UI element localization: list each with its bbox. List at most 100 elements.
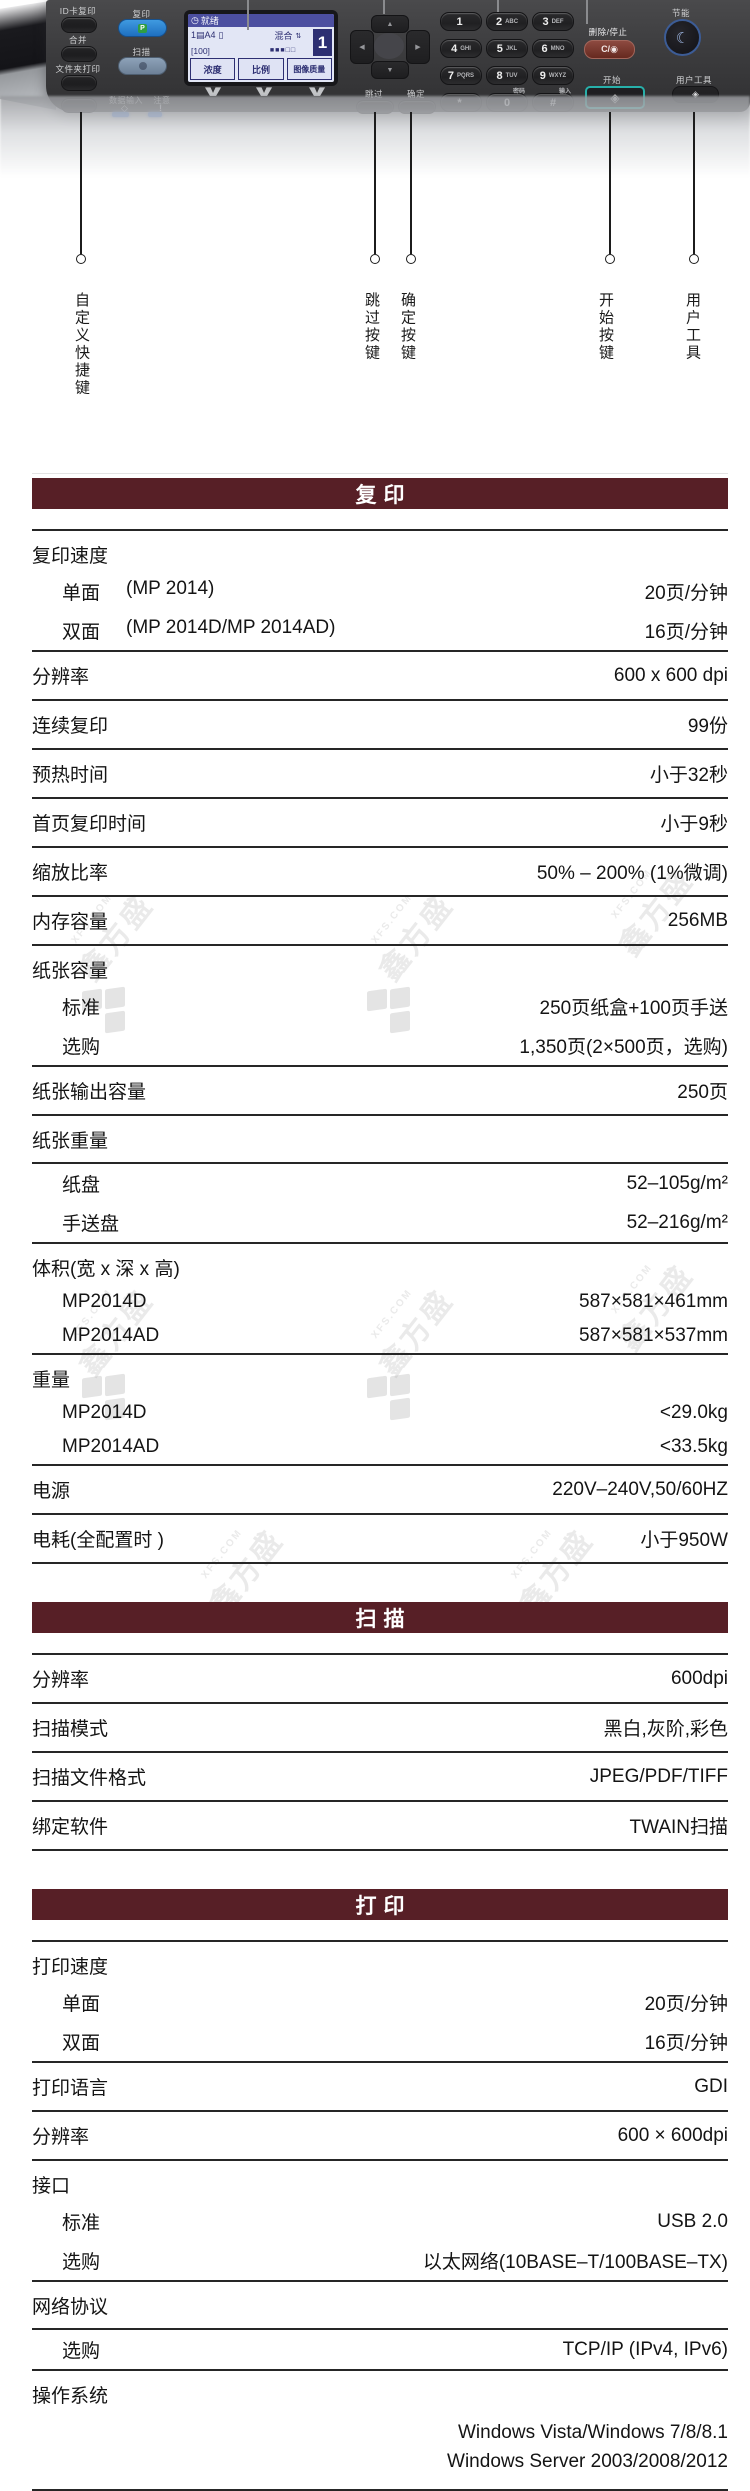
keypad-key-digit: 9: [539, 69, 546, 82]
spec-label: 绑定软件: [32, 1812, 134, 1839]
spec-label: 重量: [32, 1365, 96, 1392]
callout-stub: [383, 0, 385, 14]
spec-row: 预热时间 小于32秒: [32, 750, 728, 799]
spec-value: 250页: [677, 1082, 728, 1103]
spec-label-text: 选购: [62, 1037, 101, 1058]
spec-label: 内存容量: [32, 907, 134, 934]
spec-label-text: 首页复印时间: [32, 814, 147, 835]
spec-row: 纸盘 52–105g/m²: [32, 1164, 728, 1203]
spec-row: MP2014AD 587×581×537mm: [32, 1319, 728, 1355]
spec-row: 单面 (MP 2014) 20页/分钟: [32, 572, 728, 611]
section-title-bar: 扫描: [32, 1602, 728, 1633]
spec-row: 纸张重量: [32, 1116, 728, 1164]
spec-row: 扫描模式 黑白,灰阶,彩色: [32, 1704, 728, 1753]
lcd-status-text: 就绪: [200, 16, 219, 26]
spec-value: 16页/分钟: [644, 2033, 728, 2054]
spec-label-note: (MP 2014): [126, 578, 215, 599]
spec-label-text: MP2014AD: [62, 1436, 160, 1457]
spec-row: 分辨率 600 × 600dpi: [32, 2112, 728, 2161]
spec-label: 扫描文件格式: [32, 1763, 172, 1790]
callout-line: [374, 112, 376, 254]
keypad-key: 9 WXYZ: [532, 66, 574, 85]
callout-stub: [247, 0, 249, 30]
shortcut-button: [61, 46, 97, 62]
callout-line: [410, 112, 412, 254]
spec-value: 50% – 200% (1%微调): [536, 863, 728, 884]
spec-value: 600 × 600dpi: [617, 2124, 728, 2146]
lcd-softkeys: 浓度 比例 图像质量: [188, 57, 334, 82]
spec-value: 小于32秒: [649, 765, 728, 786]
spec-value: <33.5kg: [659, 1436, 728, 1457]
spec-row: MP2014AD <33.5kg: [32, 1430, 728, 1466]
callout-dot: [605, 254, 615, 264]
copy-button-label: 复印: [132, 9, 151, 19]
spec-row: 复印速度: [32, 531, 728, 572]
keypad-key-letters: WXYZ: [548, 72, 567, 79]
callout-label: 自定义快捷键: [73, 292, 90, 397]
spec-row: 打印速度: [32, 1942, 728, 1983]
lcd-paper-status: 1▤A4: [191, 30, 216, 40]
spec-row: 手送盘 52–216g/m²: [32, 1203, 728, 1244]
keypad-key-letters: MNO: [550, 45, 565, 52]
user-tools-label: 用户工具: [675, 75, 712, 85]
spec-label: 复印速度: [32, 541, 134, 568]
spec-value: 20页/分钟: [644, 583, 728, 604]
keypad-key-letters: JKL: [505, 45, 518, 52]
spec-value: TCP/IP (IPv4, IPv6): [562, 2338, 728, 2360]
spec-value: 220V–240V,50/60HZ: [552, 1478, 728, 1500]
spec-label-text: 预热时间: [32, 765, 109, 786]
spec-section: 扫描 分辨率 600dpi 扫描模式 黑白,灰阶,彩色 扫描文件格式 JPEG/…: [32, 1602, 728, 1851]
scan-button-label: 扫描: [132, 47, 151, 57]
spec-label: 分辨率: [32, 2122, 115, 2149]
spec-label-text: 纸张重量: [32, 1131, 109, 1152]
spec-rows: 复印速度 单面 (MP 2014) 20页/分钟 双面 (MP 2014D/MP…: [32, 529, 728, 1564]
lcd-paper-icon: ▯: [218, 30, 224, 40]
spec-section: 打印 打印速度 单面 20页/分钟 双面 16页/分钟 打印语言 GDI 分辨率: [32, 1889, 728, 2491]
spec-sections: 复印 复印速度 单面 (MP 2014) 20页/分钟 双面 (MP 2014D…: [32, 473, 728, 2491]
callout-label: 用户工具: [684, 292, 701, 362]
lcd-ratio: [100]: [191, 45, 210, 56]
spec-row: 连续复印 99份: [32, 701, 728, 750]
spec-label-text: MP2014AD: [62, 1325, 160, 1346]
nav-up-button: ▲: [371, 15, 409, 33]
spec-label-text: 绑定软件: [32, 1817, 109, 1838]
spec-row: 网络协议: [32, 2282, 728, 2330]
spec-label: 双面 (MP 2014D/MP 2014AD): [32, 617, 335, 644]
lcd-display: ◷ 就绪 1▤A4 ▯ 混合 ⇅ [100] ■■■□□ 1 浓度 比例 图像质量: [184, 10, 338, 86]
spec-label-text: 选购: [62, 2341, 101, 2362]
nav-right-button: ▶: [406, 30, 430, 64]
copy-key-icon: P: [138, 23, 147, 33]
spec-label: 电源: [32, 1476, 96, 1503]
spec-label-text: MP2014D: [62, 1291, 147, 1312]
spec-label: 缩放比率: [32, 858, 134, 885]
spec-label: 打印速度: [32, 1952, 134, 1979]
spec-row: 双面 16页/分钟: [32, 2022, 728, 2063]
spec-label: 纸张容量: [32, 956, 134, 983]
keypad-key: 2 ABC: [486, 12, 528, 31]
callout-label: 跳过按键: [363, 292, 380, 362]
spec-row: MP2014D 587×581×461mm: [32, 1285, 728, 1319]
spec-label: 预热时间: [32, 760, 134, 787]
spec-row: 体积(宽 x 深 x 高): [32, 1244, 728, 1285]
shortcut-button-label: 文件夹打印: [55, 64, 101, 74]
lcd-copy-count: 1: [313, 29, 332, 56]
spec-value: 256MB: [667, 909, 728, 931]
callout-label: 确定按键: [399, 292, 416, 362]
spec-value: 小于950W: [640, 1530, 728, 1551]
keypad-key: 6 MNO: [532, 39, 574, 58]
spec-label: MP2014D: [32, 1402, 173, 1424]
spec-label: 选购: [32, 2247, 126, 2274]
spec-value: 20页/分钟: [644, 1994, 728, 2015]
spec-rows: 打印速度 单面 20页/分钟 双面 16页/分钟 打印语言 GDI 分辨率 60…: [32, 1940, 728, 2491]
spec-label: 打印语言: [32, 2073, 134, 2100]
spec-value: GDI: [694, 2075, 728, 2097]
spec-value: 587×581×537mm: [579, 1325, 728, 1346]
shortcut-button: [61, 75, 97, 91]
spec-value: 以太网络(10BASE–T/100BASE–TX): [422, 2252, 728, 2273]
spec-label-text: 单面: [62, 583, 101, 604]
spec-row: 扫描文件格式 JPEG/PDF/TIFF: [32, 1753, 728, 1802]
spec-label-text: 分辨率: [32, 2127, 90, 2148]
spec-label-text: 打印速度: [32, 1957, 109, 1978]
keypad-key-digit: 7: [447, 69, 455, 82]
softkey-chevron-icon: ∨: [200, 83, 226, 100]
